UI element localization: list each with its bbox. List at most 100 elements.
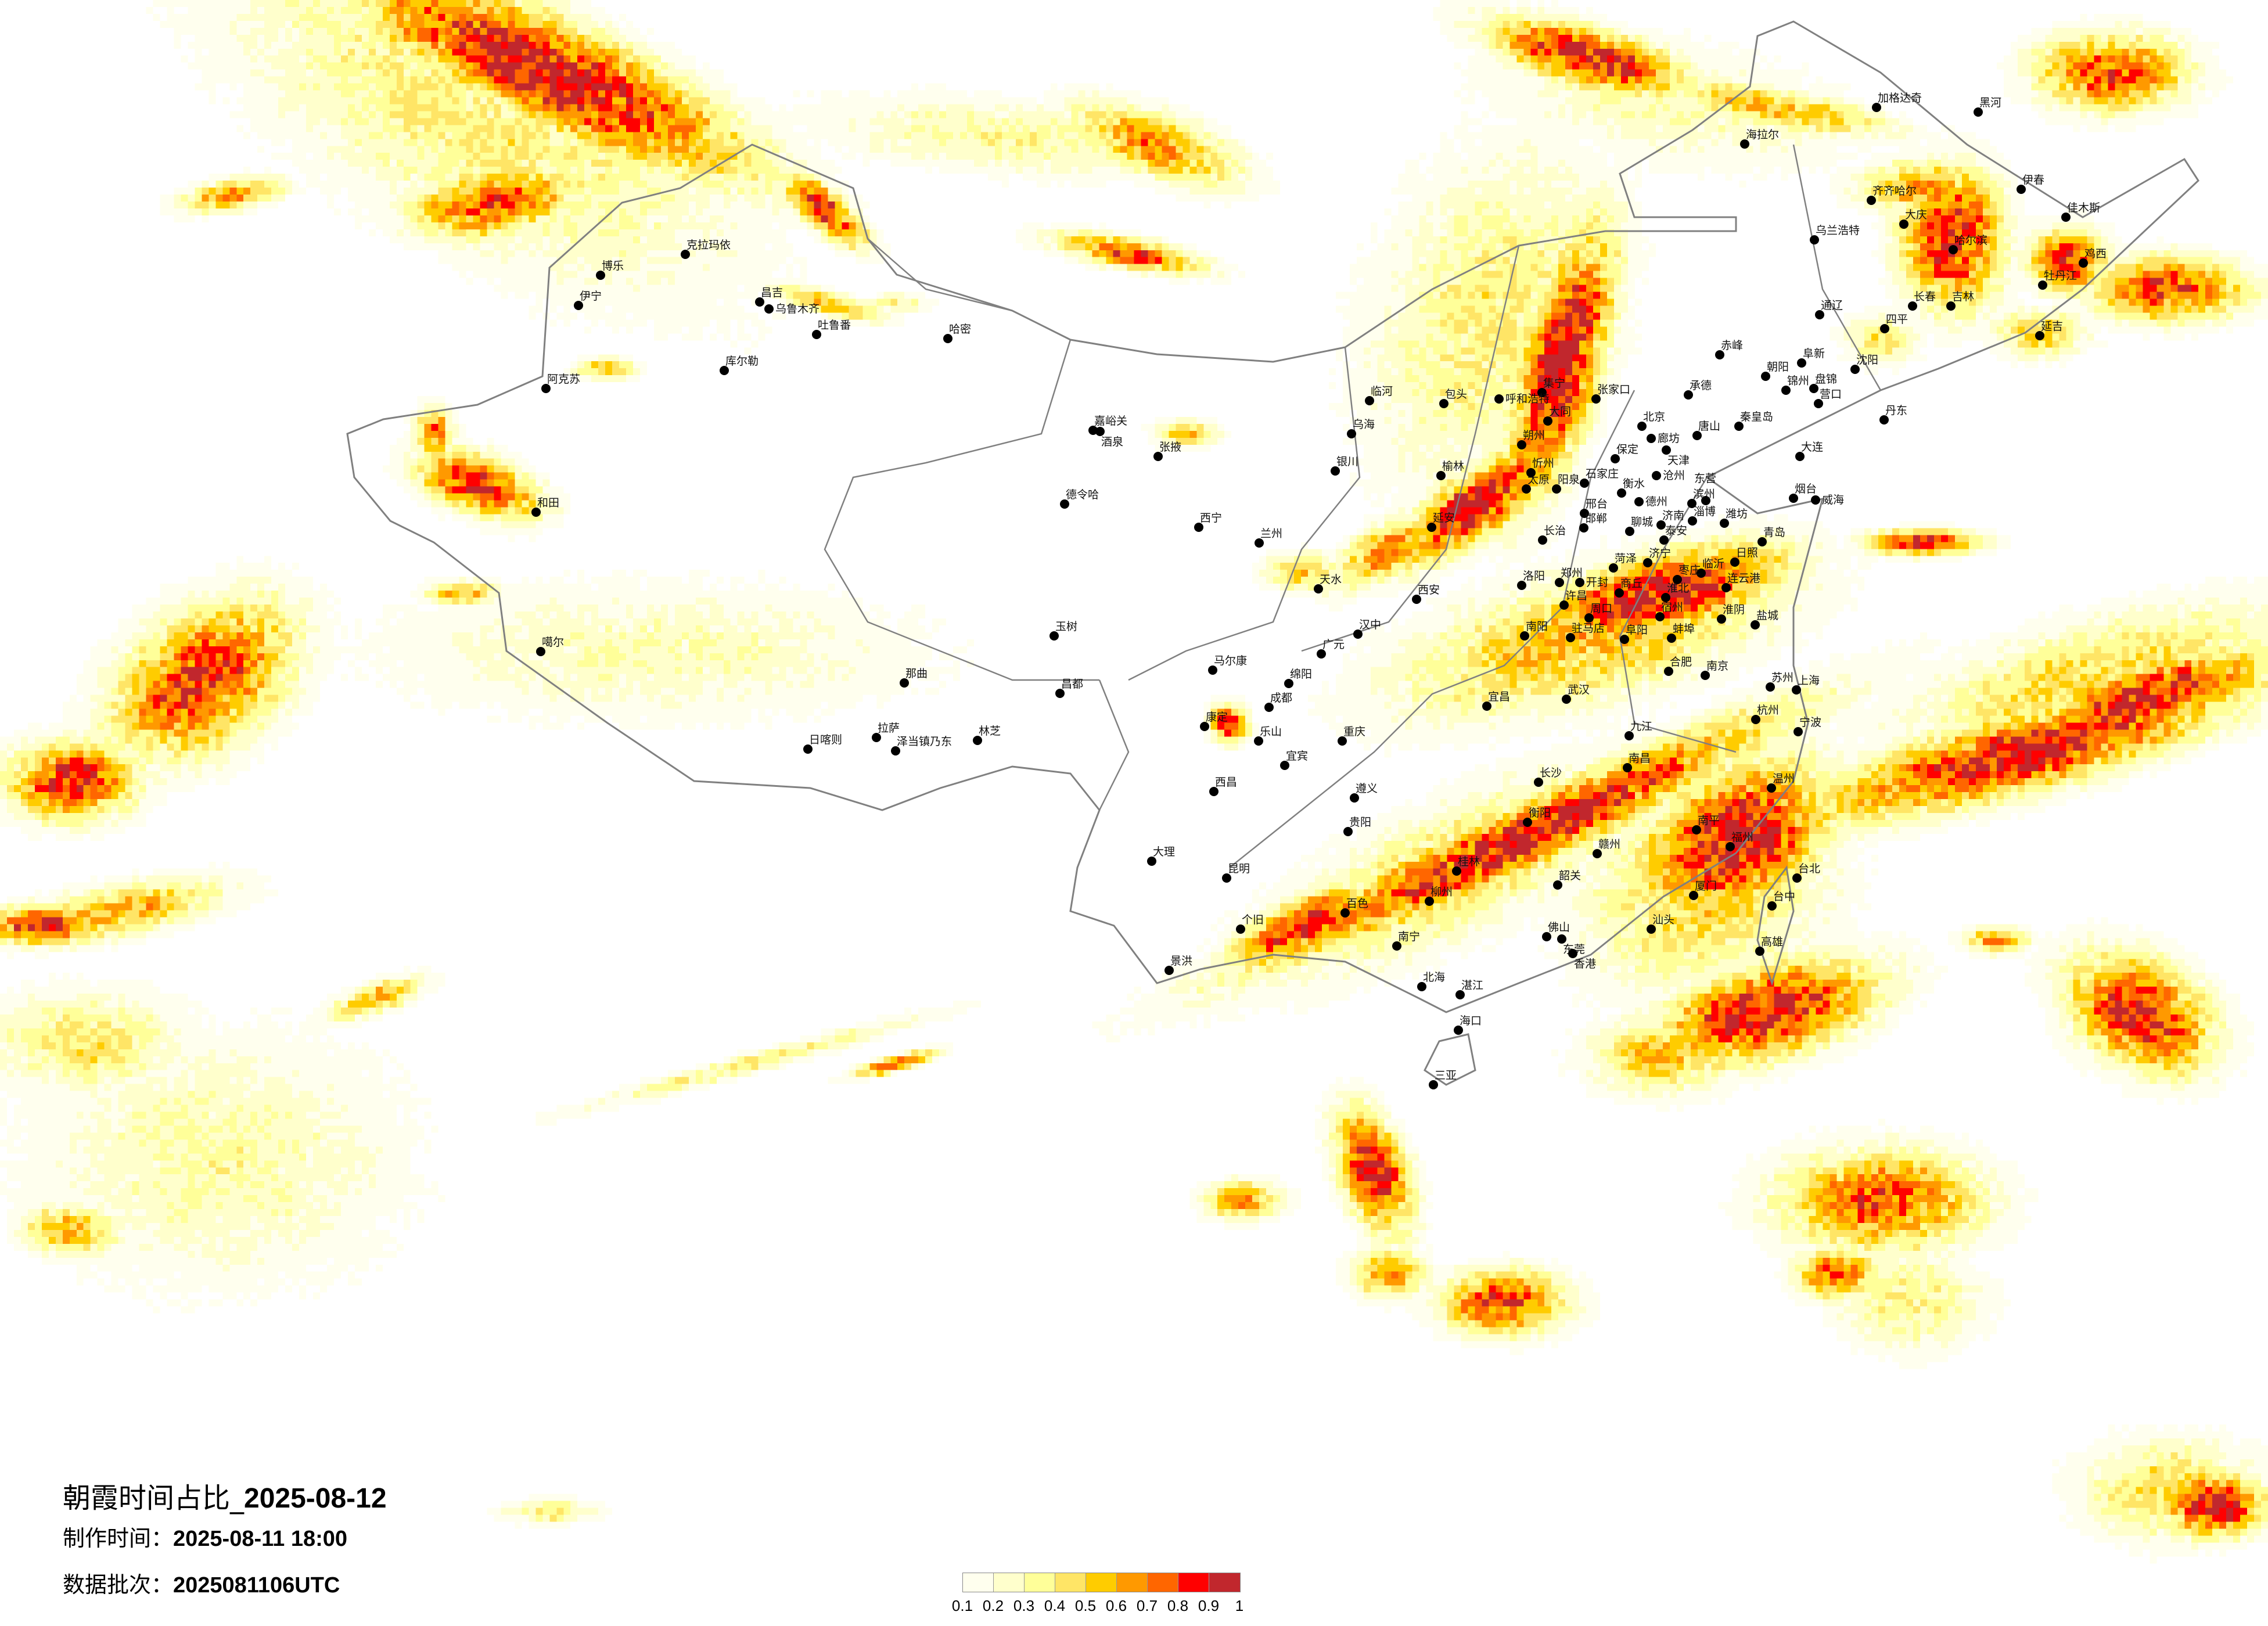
city-dot — [2017, 185, 2026, 194]
city-dot — [1815, 310, 1824, 319]
city-dot — [1655, 612, 1665, 621]
city-label: 九江 — [1630, 720, 1653, 733]
city-dot — [1314, 584, 1323, 593]
city-label: 四平 — [1886, 313, 1908, 326]
city-dot — [1751, 715, 1760, 724]
city-label: 西昌 — [1215, 776, 1238, 789]
city-dot — [1717, 614, 1726, 624]
city-label: 南平 — [1698, 814, 1720, 827]
city-dot — [1811, 495, 1820, 505]
city-dot — [1611, 454, 1620, 463]
city-label: 兰州 — [1260, 527, 1283, 540]
city-label: 赤峰 — [1721, 339, 1744, 352]
city-label: 那曲 — [905, 667, 928, 680]
city-dot — [1810, 235, 1819, 244]
city-dot — [1555, 578, 1564, 587]
city-dot — [1974, 107, 1983, 117]
legend-label: 0.5 — [1074, 1597, 1097, 1614]
city-dot — [1095, 427, 1105, 436]
city-dot — [872, 733, 881, 742]
city-label: 盐城 — [1756, 609, 1779, 622]
city-label: 杭州 — [1757, 704, 1780, 717]
city-label: 郑州 — [1561, 567, 1583, 580]
city-dot — [1579, 523, 1588, 533]
city-label: 克拉玛依 — [686, 239, 731, 251]
city-label: 张家口 — [1597, 383, 1631, 396]
city-label: 加格达奇 — [1878, 92, 1922, 105]
city-label: 包头 — [1445, 388, 1468, 401]
map-title: 朝霞时间占比_2025-08-12 — [63, 1475, 387, 1516]
city-dot — [1412, 595, 1421, 604]
city-label: 营口 — [1820, 388, 1842, 401]
city-label: 汕头 — [1652, 913, 1675, 926]
city-dot — [1392, 941, 1401, 951]
city-dot — [1254, 736, 1263, 746]
city-dot — [1814, 399, 1823, 408]
city-label: 三亚 — [1435, 1069, 1457, 1082]
city-dot — [943, 334, 953, 343]
city-dot — [1667, 634, 1676, 643]
city-dot — [1623, 763, 1632, 772]
city-dot — [764, 304, 774, 314]
city-label: 成都 — [1270, 692, 1293, 704]
city-dot — [1452, 866, 1461, 876]
city-dot — [1740, 139, 1749, 149]
city-dot — [1792, 685, 1801, 695]
data-batch: 数据批次：2025081106UTC — [63, 1567, 340, 1599]
city-dot — [1439, 399, 1448, 408]
city-dot — [1060, 499, 1069, 509]
city-label: 泰安 — [1665, 524, 1688, 537]
city-label: 秦皇岛 — [1740, 411, 1774, 423]
city-label: 邯郸 — [1585, 512, 1608, 525]
city-dot — [1761, 372, 1770, 381]
city-label: 开封 — [1586, 576, 1609, 589]
city-label: 榆林 — [1442, 460, 1465, 473]
city-label: 天津 — [1667, 454, 1690, 467]
city-dot — [1659, 535, 1669, 545]
legend-label: 1 — [1235, 1597, 1244, 1614]
city-dot — [1164, 966, 1174, 975]
city-label: 海口 — [1460, 1015, 1482, 1027]
city-dot — [1568, 949, 1577, 958]
city-label: 贵阳 — [1349, 816, 1372, 829]
city-dot — [574, 301, 583, 310]
data-batch-value: 2025081106UTC — [173, 1573, 340, 1598]
city-label: 昆明 — [1228, 862, 1250, 875]
city-label: 汉中 — [1359, 618, 1382, 631]
legend-swatch — [963, 1573, 994, 1592]
city-dot — [1715, 350, 1724, 359]
city-dot — [2061, 213, 2071, 222]
production-time-value: 2025-08-11 18:00 — [173, 1527, 348, 1551]
city-label: 许昌 — [1565, 589, 1588, 602]
hainan-border — [1424, 1033, 1476, 1086]
city-dot — [1656, 520, 1666, 530]
city-dot — [755, 297, 764, 307]
city-dot — [1580, 509, 1589, 518]
city-dot — [1208, 665, 1217, 675]
city-dot — [1429, 1080, 1438, 1089]
province-border — [1619, 477, 1737, 753]
city-dot — [1331, 466, 1340, 476]
city-label: 长沙 — [1540, 767, 1562, 779]
city-dot — [720, 366, 729, 375]
city-dot — [1789, 494, 1798, 503]
city-dot — [1559, 600, 1569, 610]
city-dot — [1689, 891, 1698, 900]
city-dot — [1620, 635, 1629, 644]
city-label: 噶尔 — [542, 636, 565, 649]
city-label: 济南 — [1662, 509, 1685, 522]
city-dot — [1417, 982, 1426, 991]
city-label: 西宁 — [1200, 512, 1223, 524]
title-date: 2025-08-12 — [244, 1483, 387, 1514]
city-dot — [1664, 667, 1673, 676]
city-dot — [1538, 535, 1547, 545]
city-label: 宿州 — [1661, 601, 1684, 614]
city-dot — [1899, 220, 1908, 229]
city-label: 临沂 — [1702, 557, 1725, 570]
city-dot — [1908, 301, 1917, 311]
city-dot — [1517, 440, 1526, 449]
city-label: 合肥 — [1670, 656, 1692, 668]
city-label: 蚌埠 — [1673, 623, 1695, 635]
city-dot — [1494, 394, 1504, 404]
city-dot — [1584, 613, 1594, 623]
